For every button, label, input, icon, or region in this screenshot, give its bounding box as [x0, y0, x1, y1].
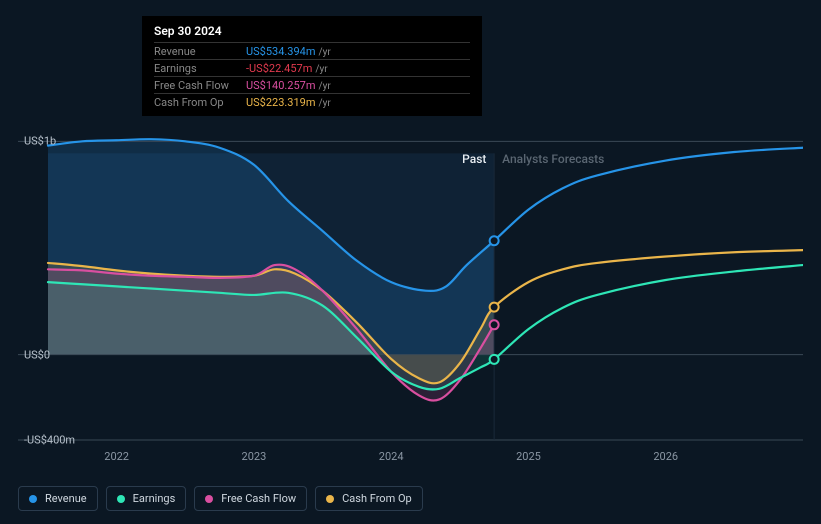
tooltip-row-unit: /yr — [319, 98, 331, 109]
tooltip-row-unit: /yr — [319, 47, 331, 58]
tooltip-row-value: US$140.257m — [246, 79, 316, 92]
tooltip-row: RevenueUS$534.394m/yr — [154, 42, 470, 59]
legend-dot — [205, 495, 213, 503]
tooltip-row-label: Free Cash Flow — [154, 79, 246, 92]
tooltip-row-value: -US$22.457m — [246, 62, 312, 75]
legend-label: Free Cash Flow — [221, 492, 296, 505]
legend-dot — [29, 495, 37, 503]
tooltip-row: Free Cash FlowUS$140.257m/yr — [154, 76, 470, 93]
tooltip-row: Earnings-US$22.457m/yr — [154, 59, 470, 76]
x-axis-label: 2025 — [516, 450, 541, 463]
x-axis-labels: 2022 2023 2024 2025 2026 — [18, 450, 803, 470]
x-axis-label: 2024 — [379, 450, 404, 463]
legend-dot — [117, 495, 125, 503]
y-axis-label: US$0 — [24, 348, 66, 361]
legend-label: Revenue — [45, 492, 87, 505]
tooltip-row-label: Earnings — [154, 62, 246, 75]
legend-label: Cash From Op — [342, 492, 412, 505]
x-axis-label: 2022 — [104, 450, 129, 463]
tooltip-row-value: US$223.319m — [246, 96, 316, 109]
y-axis-label: -US$400m — [24, 434, 66, 447]
period-past-label: Past — [462, 152, 486, 166]
chart-svg — [18, 120, 803, 450]
x-axis-label: 2023 — [242, 450, 267, 463]
legend-item-free-cash-flow[interactable]: Free Cash Flow — [194, 486, 307, 511]
tooltip-row-unit: /yr — [315, 64, 327, 75]
chart-tooltip: Sep 30 2024 RevenueUS$534.394m/yrEarning… — [142, 16, 482, 116]
tooltip-row-value: US$534.394m — [246, 45, 316, 58]
legend-item-revenue[interactable]: Revenue — [18, 486, 98, 511]
chart-legend: Revenue Earnings Free Cash Flow Cash From O… — [18, 486, 423, 511]
legend-item-earnings[interactable]: Earnings — [106, 486, 187, 511]
tooltip-row-unit: /yr — [319, 81, 331, 92]
period-forecast-label: Analysts Forecasts — [502, 152, 604, 166]
legend-label: Earnings — [133, 492, 176, 505]
financials-chart[interactable]: US$1b US$0 -US$400m — [18, 120, 803, 460]
y-axis-label: US$1b — [24, 135, 66, 148]
legend-dot — [326, 495, 334, 503]
tooltip-row-label: Revenue — [154, 45, 246, 58]
tooltip-row-label: Cash From Op — [154, 96, 246, 109]
x-axis-label: 2026 — [653, 450, 678, 463]
tooltip-date: Sep 30 2024 — [154, 24, 470, 38]
legend-item-cash-from-op[interactable]: Cash From Op — [315, 486, 423, 511]
tooltip-row: Cash From OpUS$223.319m/yr — [154, 93, 470, 110]
